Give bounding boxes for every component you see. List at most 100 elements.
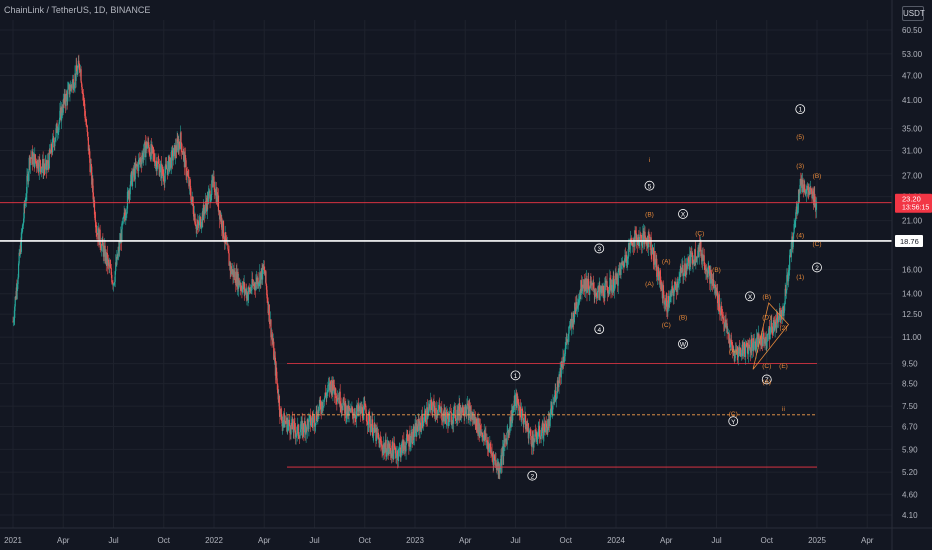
wave-label: (D) xyxy=(762,315,771,322)
wave-label: (B) xyxy=(645,211,654,218)
candle-body xyxy=(694,249,696,263)
candle-body xyxy=(54,141,56,147)
candle-body xyxy=(34,154,36,168)
candle-body xyxy=(14,306,16,318)
time-axis[interactable]: 2021 Apr Jul Oct 2022 Apr Jul Oct 2023 Apr Jul Oct 2… xyxy=(0,527,932,545)
candle-body xyxy=(84,118,87,121)
candle-body xyxy=(558,374,560,388)
candle-body xyxy=(622,261,624,266)
candle-body xyxy=(25,193,27,200)
candle-body xyxy=(350,408,352,412)
candle-body xyxy=(366,421,369,426)
candle-body xyxy=(392,441,394,451)
candle-body xyxy=(290,422,292,435)
candle-body xyxy=(385,439,387,457)
candle-body xyxy=(45,160,48,170)
candle-body xyxy=(128,190,130,199)
candle-body xyxy=(528,431,531,433)
candle-body xyxy=(39,159,41,161)
candle-body xyxy=(523,420,526,422)
candle-body xyxy=(493,455,495,457)
price-axis[interactable]: 60.5053.0047.0041.0035.0031.0027.0024.00… xyxy=(891,0,923,550)
candle-body xyxy=(571,318,573,321)
candle-body xyxy=(134,163,136,180)
candle-body xyxy=(704,265,706,268)
y-tick-label: 31.00 xyxy=(902,146,923,155)
candle-body xyxy=(35,160,37,162)
candle-body xyxy=(450,412,452,425)
candle-body xyxy=(524,414,527,430)
candle-body xyxy=(329,381,331,391)
candle-body xyxy=(90,165,92,167)
candle-body xyxy=(522,418,524,425)
candle-body xyxy=(644,238,647,239)
candle-body xyxy=(378,437,380,439)
candle-body xyxy=(747,344,749,355)
candle-body xyxy=(293,421,295,433)
candle-body xyxy=(441,408,443,421)
candle-body xyxy=(114,271,116,282)
candle-body xyxy=(659,271,661,277)
candle-body xyxy=(557,380,559,387)
candle-body xyxy=(84,108,86,119)
candle-body xyxy=(690,253,692,264)
candle-body xyxy=(678,276,680,284)
x-tick-label: Oct xyxy=(158,536,171,545)
candle-body xyxy=(669,294,671,297)
candle-body xyxy=(719,310,721,315)
candle-body xyxy=(620,263,622,275)
candle-body xyxy=(86,125,88,132)
candle-body xyxy=(398,448,400,457)
candle-body xyxy=(82,93,84,99)
candle-body xyxy=(73,87,75,90)
candle-body xyxy=(80,69,82,83)
candle-body xyxy=(184,155,186,168)
candle-body xyxy=(176,139,178,152)
candle-body xyxy=(807,186,809,191)
candle-body xyxy=(335,388,337,399)
candle-body xyxy=(455,418,457,420)
currency-badge[interactable]: USDT xyxy=(902,6,925,21)
x-tick-label: 2021 xyxy=(4,536,22,545)
candle-body xyxy=(96,228,98,235)
candle-body xyxy=(95,220,97,228)
candle-body xyxy=(674,281,676,285)
candle-body xyxy=(812,191,814,196)
candle-body xyxy=(121,223,123,243)
candle-body xyxy=(644,231,646,239)
candle-body xyxy=(780,314,782,316)
candle-body xyxy=(660,276,662,290)
candle-body xyxy=(257,277,259,286)
candle-body xyxy=(371,419,374,437)
candle-body xyxy=(387,443,389,452)
candle-body xyxy=(681,267,683,273)
candle-body xyxy=(12,321,14,323)
wave-label: (C) xyxy=(662,322,671,329)
y-tick-label: 7.50 xyxy=(902,402,918,411)
candle-body xyxy=(189,180,191,186)
horizontal-lines xyxy=(0,202,892,468)
candle-body xyxy=(185,160,187,176)
candle-body xyxy=(174,145,177,159)
candle-body xyxy=(89,157,91,172)
candle-body xyxy=(428,407,430,409)
candle-body xyxy=(696,256,699,258)
candle-body xyxy=(445,416,447,422)
candle-body xyxy=(75,65,77,81)
candle-body xyxy=(672,287,674,294)
candle-body xyxy=(260,272,262,284)
candle-body xyxy=(527,423,529,439)
candle-body xyxy=(674,281,676,289)
candle-body xyxy=(40,168,43,173)
candle-body xyxy=(364,403,366,406)
candle-body xyxy=(753,342,756,343)
wave-label: (A) xyxy=(729,348,738,355)
candle-body xyxy=(685,264,687,275)
candle-body xyxy=(570,318,572,329)
candle-body xyxy=(708,265,710,269)
candle-body xyxy=(684,263,686,272)
candle-body xyxy=(90,165,92,172)
candle-body xyxy=(677,283,680,285)
candle-body xyxy=(23,203,25,219)
